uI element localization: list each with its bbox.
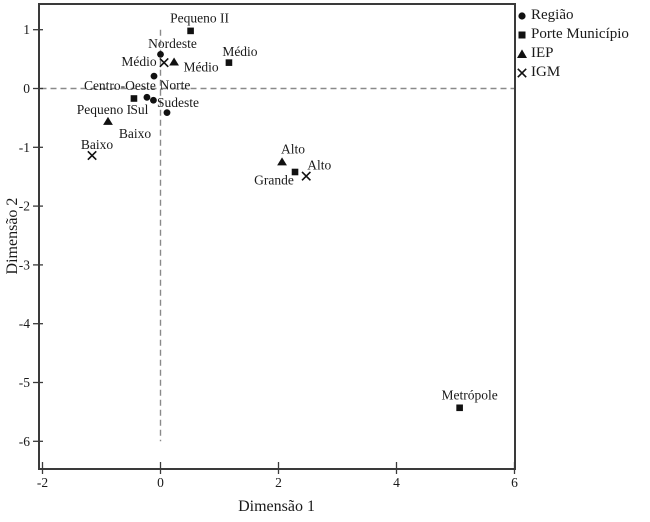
plot-border bbox=[38, 3, 516, 470]
x-tick-label: 2 bbox=[275, 475, 282, 490]
marker-cross bbox=[159, 57, 169, 68]
point-label: Alto bbox=[307, 158, 331, 173]
x-tick-label: -2 bbox=[37, 475, 48, 490]
point-label: Alto bbox=[281, 142, 305, 157]
marker-circle bbox=[157, 50, 164, 58]
point-label: Baixo bbox=[119, 126, 151, 141]
x-tick-label: 4 bbox=[393, 475, 400, 490]
x-tick-label: 0 bbox=[157, 475, 164, 490]
legend-item-porte-municipio: Porte Município bbox=[512, 25, 629, 44]
point-label: Nordeste bbox=[148, 36, 197, 51]
marker-triangle bbox=[103, 116, 113, 125]
marker-square bbox=[291, 168, 299, 176]
point-label: Baixo bbox=[81, 137, 113, 152]
legend-item-igm: IGM bbox=[512, 63, 629, 82]
marker-cross bbox=[301, 171, 311, 181]
marker-circle bbox=[150, 96, 157, 104]
marker-square bbox=[456, 404, 463, 412]
y-tick-label: 0 bbox=[23, 81, 30, 96]
legend: Região Porte Município IEP IGM bbox=[512, 6, 629, 82]
legend-label-porte-municipio: Porte Município bbox=[531, 26, 629, 42]
legend-label-igm: IGM bbox=[531, 64, 561, 80]
point-label: Metrópole bbox=[442, 387, 498, 402]
marker-triangle bbox=[169, 57, 179, 66]
marker-square bbox=[187, 27, 194, 35]
triangle-icon bbox=[512, 47, 531, 61]
x-icon bbox=[512, 66, 531, 80]
point-label: Grande bbox=[254, 172, 294, 187]
y-tick-label: -6 bbox=[19, 434, 30, 449]
circle-icon bbox=[512, 9, 531, 23]
y-tick-label: -4 bbox=[19, 316, 30, 331]
y-axis-title: Dimensão 2 bbox=[4, 197, 21, 275]
point-label: Sul bbox=[130, 102, 148, 117]
marker-circle bbox=[143, 93, 151, 101]
x-axis-title: Dimensão 1 bbox=[238, 498, 315, 515]
legend-item-regiao: Região bbox=[512, 6, 629, 25]
marker-circle bbox=[150, 72, 158, 80]
point-label: Médio bbox=[121, 54, 156, 69]
marker-circle bbox=[163, 109, 171, 117]
legend-label-iep: IEP bbox=[531, 45, 554, 61]
square-icon bbox=[512, 28, 531, 42]
point-label: Pequeno II bbox=[170, 10, 229, 25]
legend-label-regiao: Região bbox=[531, 7, 574, 23]
point-label: Pequeno I bbox=[77, 102, 132, 117]
y-tick-label: -5 bbox=[19, 375, 30, 390]
point-label: Médio bbox=[183, 60, 218, 75]
y-tick-label: 1 bbox=[23, 22, 30, 37]
marker-square bbox=[130, 95, 138, 102]
y-tick-label: -3 bbox=[19, 257, 30, 272]
marker-square bbox=[225, 59, 233, 66]
point-label: Norte bbox=[160, 78, 191, 93]
x-tick-label: 6 bbox=[511, 475, 518, 490]
point-label: Sudeste bbox=[157, 95, 199, 110]
point-label: Centro-Oeste bbox=[84, 78, 156, 93]
y-tick-label: -1 bbox=[19, 140, 30, 155]
y-tick-label: -2 bbox=[19, 199, 30, 214]
marker-triangle bbox=[277, 157, 287, 166]
legend-item-iep: IEP bbox=[512, 44, 629, 63]
point-label: Médio bbox=[222, 44, 257, 59]
marker-cross bbox=[87, 150, 97, 161]
